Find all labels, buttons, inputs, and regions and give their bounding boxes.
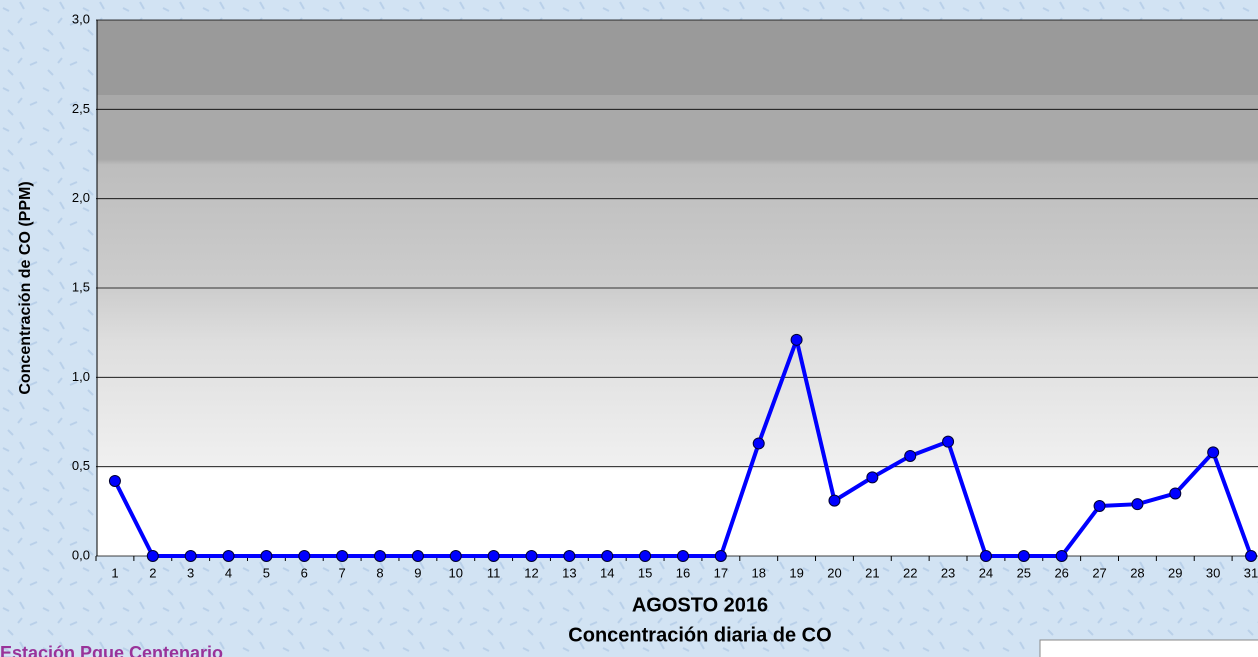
marker (1170, 488, 1181, 499)
x-tick-label: 4 (225, 565, 232, 580)
marker (867, 472, 878, 483)
marker (791, 334, 802, 345)
legend-box (1040, 640, 1258, 657)
marker (1056, 551, 1067, 562)
x-tick-label: 22 (903, 565, 917, 580)
marker (677, 551, 688, 562)
chart-title: Concentración diaria de CO (568, 624, 831, 646)
x-tick-label: 2 (149, 565, 156, 580)
marker (1132, 499, 1143, 510)
marker (223, 551, 234, 562)
x-tick-label: 25 (1017, 565, 1031, 580)
station-label: Estación Pque Centenario (0, 643, 223, 657)
x-tick-label: 17 (714, 565, 728, 580)
marker (109, 475, 120, 486)
x-tick-label: 26 (1054, 565, 1068, 580)
x-tick-label: 23 (941, 565, 955, 580)
marker (943, 436, 954, 447)
x-tick-label: 11 (487, 565, 501, 580)
y-tick-label: 1,0 (72, 369, 90, 384)
marker (564, 551, 575, 562)
x-tick-label: 18 (751, 565, 765, 580)
x-tick-label: 3 (187, 565, 194, 580)
marker (1094, 500, 1105, 511)
y-axis-title: Concentración de CO (PPM) (17, 181, 34, 394)
x-tick-label: 20 (827, 565, 841, 580)
y-tick-label: 2,0 (72, 190, 90, 205)
marker (412, 551, 423, 562)
marker (375, 551, 386, 562)
x-tick-label: 30 (1206, 565, 1220, 580)
chart: AGOSTO 2016 Concentración diaria de CO C… (0, 0, 1258, 657)
marker (715, 551, 726, 562)
marker (1018, 551, 1029, 562)
marker (299, 551, 310, 562)
x-tick-label: 19 (789, 565, 803, 580)
marker (602, 551, 613, 562)
x-tick-label: 7 (339, 565, 346, 580)
x-tick-label: 8 (376, 565, 383, 580)
marker (526, 551, 537, 562)
y-tick-label: 0,0 (72, 547, 90, 562)
marker (905, 450, 916, 461)
marker (185, 551, 196, 562)
x-tick-label: 6 (301, 565, 308, 580)
x-tick-label: 31 (1244, 565, 1258, 580)
x-tick-label: 13 (562, 565, 576, 580)
marker (640, 551, 651, 562)
marker (261, 551, 272, 562)
marker (147, 551, 158, 562)
marker (450, 551, 461, 562)
x-tick-label: 24 (979, 565, 993, 580)
x-tick-label: 27 (1092, 565, 1106, 580)
y-tick-label: 0,5 (72, 458, 90, 473)
x-tick-label: 12 (524, 565, 538, 580)
x-tick-label: 21 (865, 565, 879, 580)
x-tick-label: 16 (676, 565, 690, 580)
marker (488, 551, 499, 562)
x-tick-label: 10 (449, 565, 463, 580)
marker (980, 551, 991, 562)
marker (753, 438, 764, 449)
marker (337, 551, 348, 562)
y-tick-label: 1,5 (72, 279, 90, 294)
marker (829, 495, 840, 506)
y-tick-label: 3,0 (72, 11, 90, 26)
x-tick-label: 15 (638, 565, 652, 580)
x-tick-label: 9 (414, 565, 421, 580)
x-axis-title: AGOSTO 2016 (632, 594, 768, 616)
x-tick-label: 1 (111, 565, 118, 580)
y-tick-label: 2,5 (72, 101, 90, 116)
marker (1246, 551, 1257, 562)
x-tick-label: 28 (1130, 565, 1144, 580)
x-tick-label: 5 (263, 565, 270, 580)
x-tick-label: 29 (1168, 565, 1182, 580)
marker (1208, 447, 1219, 458)
page: AGOSTO 2016 Concentración diaria de CO C… (0, 0, 1258, 657)
x-tick-label: 14 (600, 565, 614, 580)
